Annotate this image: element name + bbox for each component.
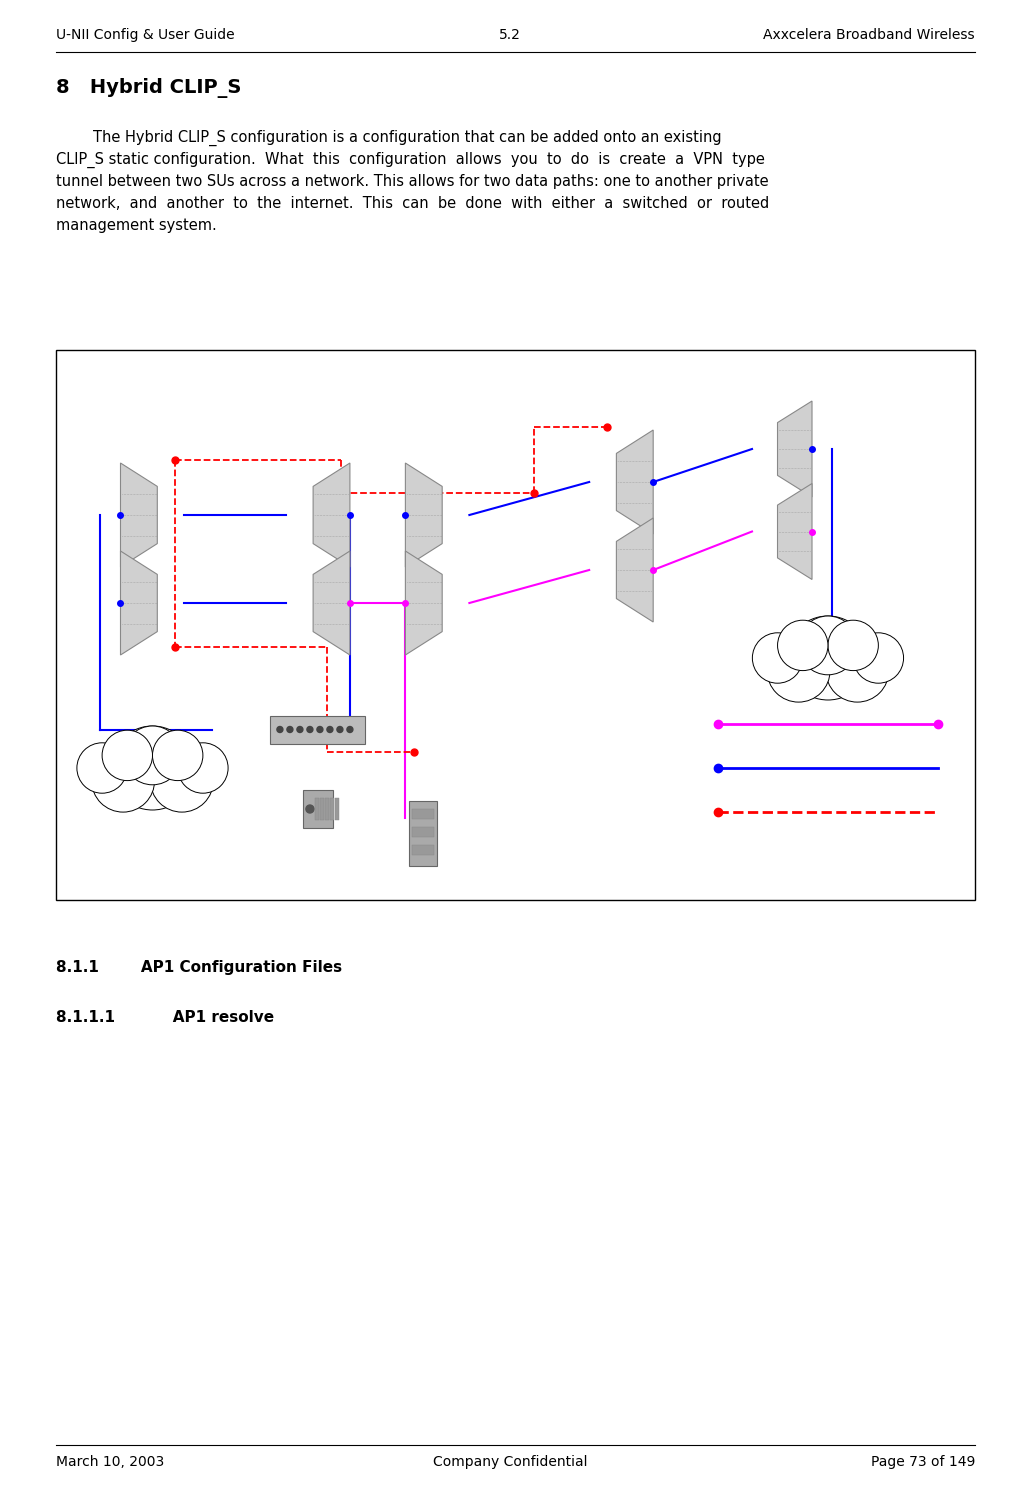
Bar <box>411 845 434 855</box>
Bar <box>330 797 334 820</box>
Text: CLIP_S static configuration.  What  this  configuration  allows  you  to  do  is: CLIP_S static configuration. What this c… <box>56 152 765 169</box>
Circle shape <box>854 633 904 684</box>
Text: Page 73 of 149: Page 73 of 149 <box>871 1456 975 1469</box>
Circle shape <box>152 730 203 781</box>
Circle shape <box>297 727 303 733</box>
Circle shape <box>826 639 889 702</box>
Circle shape <box>277 727 283 733</box>
Polygon shape <box>313 463 350 567</box>
Circle shape <box>786 617 870 700</box>
Text: Company Confidential: Company Confidential <box>433 1456 587 1469</box>
Polygon shape <box>617 518 653 623</box>
Bar <box>56 349 975 900</box>
Text: March 10, 2003: March 10, 2003 <box>56 1456 164 1469</box>
Circle shape <box>778 620 828 670</box>
Circle shape <box>767 639 830 702</box>
Bar <box>271 715 366 744</box>
Circle shape <box>828 620 878 670</box>
Bar <box>325 797 329 820</box>
Text: 8   Hybrid CLIP_S: 8 Hybrid CLIP_S <box>56 78 241 99</box>
Circle shape <box>752 633 803 684</box>
Text: 5.2: 5.2 <box>499 28 521 42</box>
Circle shape <box>92 749 154 812</box>
Circle shape <box>347 727 353 733</box>
Circle shape <box>110 726 194 811</box>
Circle shape <box>317 727 323 733</box>
Circle shape <box>150 749 213 812</box>
Circle shape <box>102 730 152 781</box>
Circle shape <box>327 727 333 733</box>
Circle shape <box>287 727 293 733</box>
Circle shape <box>307 727 312 733</box>
Bar <box>411 827 434 838</box>
Circle shape <box>798 617 858 675</box>
Circle shape <box>337 727 343 733</box>
Polygon shape <box>405 463 442 567</box>
Polygon shape <box>778 402 812 497</box>
Circle shape <box>306 805 313 814</box>
Polygon shape <box>617 430 653 534</box>
Polygon shape <box>405 551 442 655</box>
Text: tunnel between two SUs across a network. This allows for two data paths: one to : tunnel between two SUs across a network.… <box>56 175 769 190</box>
Bar <box>411 809 434 820</box>
Bar <box>303 790 333 829</box>
Circle shape <box>178 744 228 793</box>
Circle shape <box>124 726 182 785</box>
Text: The Hybrid CLIP_S configuration is a configuration that can be added onto an exi: The Hybrid CLIP_S configuration is a con… <box>56 130 722 146</box>
Bar <box>335 797 339 820</box>
Polygon shape <box>778 484 812 579</box>
Text: network,  and  another  to  the  internet.  This  can  be  done  with  either  a: network, and another to the internet. Th… <box>56 196 769 211</box>
Text: U-NII Config & User Guide: U-NII Config & User Guide <box>56 28 235 42</box>
Bar <box>314 797 319 820</box>
Circle shape <box>77 744 128 793</box>
Polygon shape <box>313 551 350 655</box>
Bar <box>408 802 437 866</box>
Polygon shape <box>120 463 157 567</box>
Polygon shape <box>120 551 157 655</box>
Text: 8.1.1.1           AP1 resolve: 8.1.1.1 AP1 resolve <box>56 1009 274 1026</box>
Bar <box>320 797 324 820</box>
Text: Axxcelera Broadband Wireless: Axxcelera Broadband Wireless <box>764 28 975 42</box>
Text: 8.1.1        AP1 Configuration Files: 8.1.1 AP1 Configuration Files <box>56 960 342 975</box>
Text: management system.: management system. <box>56 218 216 233</box>
